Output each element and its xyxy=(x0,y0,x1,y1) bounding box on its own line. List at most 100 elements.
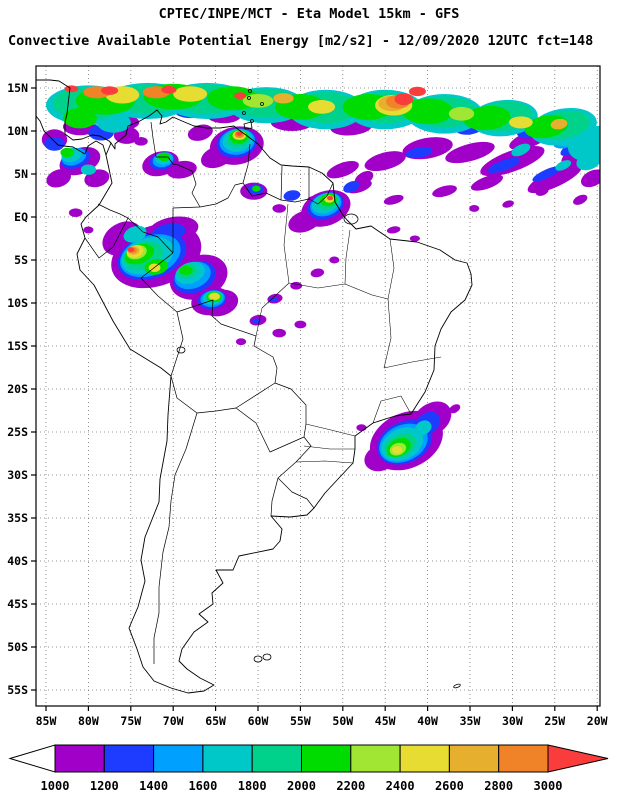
colorbar-left-arrow xyxy=(8,744,56,773)
cape-cell xyxy=(502,200,514,208)
colorbar-tick-label: 2800 xyxy=(484,779,513,793)
lat-label: 10S xyxy=(7,296,28,310)
island-antilles-3 xyxy=(260,102,264,106)
country-borders xyxy=(84,121,334,664)
cape-cell xyxy=(310,268,325,278)
lat-label: 45S xyxy=(7,597,28,611)
cape-cell xyxy=(550,118,568,130)
lon-label: 40W xyxy=(417,714,438,728)
island-south-georgia xyxy=(453,683,461,689)
lat-label: 25S xyxy=(7,425,28,439)
colorbar-tick-label: 2600 xyxy=(435,779,464,793)
cape-cell xyxy=(470,174,504,191)
cape-cell xyxy=(576,151,600,171)
lon-label: 55W xyxy=(290,714,311,728)
colorbar-segment xyxy=(153,744,204,773)
cape-field-layer xyxy=(41,82,600,472)
cape-cell xyxy=(527,163,582,194)
lat-label: 35S xyxy=(7,511,28,525)
cape-cell xyxy=(80,164,97,175)
cape-cell xyxy=(409,235,420,242)
island-antilles-2 xyxy=(247,96,251,100)
cape-cell xyxy=(408,86,426,97)
colorbar: 1000 1200 1400 1600 1800 2000 2200 2400 2600 2800… xyxy=(8,744,609,793)
colorbar-right-arrow xyxy=(547,744,609,773)
cape-cell xyxy=(210,292,220,300)
cape-cell xyxy=(272,204,286,213)
lat-label: EQ xyxy=(14,210,28,224)
cape-cell xyxy=(343,181,360,193)
map-frame xyxy=(35,65,601,707)
cape-cell xyxy=(327,195,334,201)
island-antilles-5 xyxy=(250,119,254,123)
title-sub: Convective Available Potential Energy [m… xyxy=(8,33,593,49)
cape-cell xyxy=(364,151,406,172)
cape-cell xyxy=(242,94,274,108)
lat-label: 5N xyxy=(14,167,28,181)
cape-cell xyxy=(161,85,177,94)
lat-label: 50S xyxy=(7,640,28,654)
lat-label: 55S xyxy=(7,683,28,697)
cape-cell xyxy=(509,116,533,129)
colorbar-tick-label: 3000 xyxy=(534,779,563,793)
cape-cell xyxy=(449,404,461,414)
cape-cell xyxy=(555,160,572,171)
lake-titicaca xyxy=(176,346,186,354)
colorbar-tick-label: 2200 xyxy=(336,779,365,793)
cape-cell xyxy=(580,169,600,188)
cape-cell xyxy=(234,92,247,100)
lon-label: 70W xyxy=(163,714,184,728)
cape-cell xyxy=(187,124,213,141)
colorbar-tick-label: 2400 xyxy=(386,779,415,793)
axis-layer: 85W 80W 75W 70W 65W 60W 55W 50W 45W 40W 35W 30W 25W 2… xyxy=(7,81,607,728)
coastline-south-america xyxy=(76,109,473,694)
cape-cell xyxy=(46,169,72,188)
cape-cell xyxy=(402,98,454,125)
cape-cell xyxy=(469,204,480,212)
cape-cell xyxy=(535,186,549,196)
cape-cell xyxy=(44,137,65,151)
colorbar-segment xyxy=(301,744,352,773)
lon-label: 80W xyxy=(78,714,99,728)
colorbar-segment xyxy=(251,744,302,773)
island-falkland-east xyxy=(262,653,272,661)
lon-label: 30W xyxy=(502,714,523,728)
lon-label: 50W xyxy=(332,714,353,728)
colorbar-tick-label: 2000 xyxy=(287,779,316,793)
colorbar-segment xyxy=(103,744,155,773)
cape-cell xyxy=(173,86,208,102)
cape-cell xyxy=(356,424,367,432)
basemap-lines xyxy=(36,79,473,694)
cape-cell xyxy=(179,265,193,276)
brazil-state-borders xyxy=(255,203,442,464)
cape-cell xyxy=(329,256,340,264)
cape-cell xyxy=(432,185,457,198)
cape-cell xyxy=(573,194,588,205)
cape-cell xyxy=(511,143,531,157)
cape-cell xyxy=(445,141,495,164)
cape-cell xyxy=(273,93,294,104)
island-trinidad xyxy=(243,121,253,130)
lat-label: 30S xyxy=(7,468,28,482)
colorbar-segment xyxy=(399,744,450,773)
cape-cell xyxy=(391,446,403,454)
colorbar-segment xyxy=(350,744,401,773)
lat-label: 40S xyxy=(7,554,28,568)
lon-label: 60W xyxy=(248,714,269,728)
colorbar-segment xyxy=(498,744,549,773)
colorbar-tick-label: 1400 xyxy=(139,779,168,793)
lat-label: 20S xyxy=(7,382,28,396)
lon-label: 85W xyxy=(36,714,57,728)
lat-label: 15N xyxy=(7,81,28,95)
cape-cell xyxy=(269,296,278,303)
island-antilles-4 xyxy=(242,111,246,115)
cape-cell xyxy=(415,420,432,436)
cape-cell xyxy=(252,318,261,324)
lon-label: 75W xyxy=(120,714,141,728)
cape-cell xyxy=(386,226,401,234)
colorbar-segment xyxy=(202,744,253,773)
cape-cell xyxy=(252,185,261,192)
cape-cell xyxy=(294,320,307,329)
